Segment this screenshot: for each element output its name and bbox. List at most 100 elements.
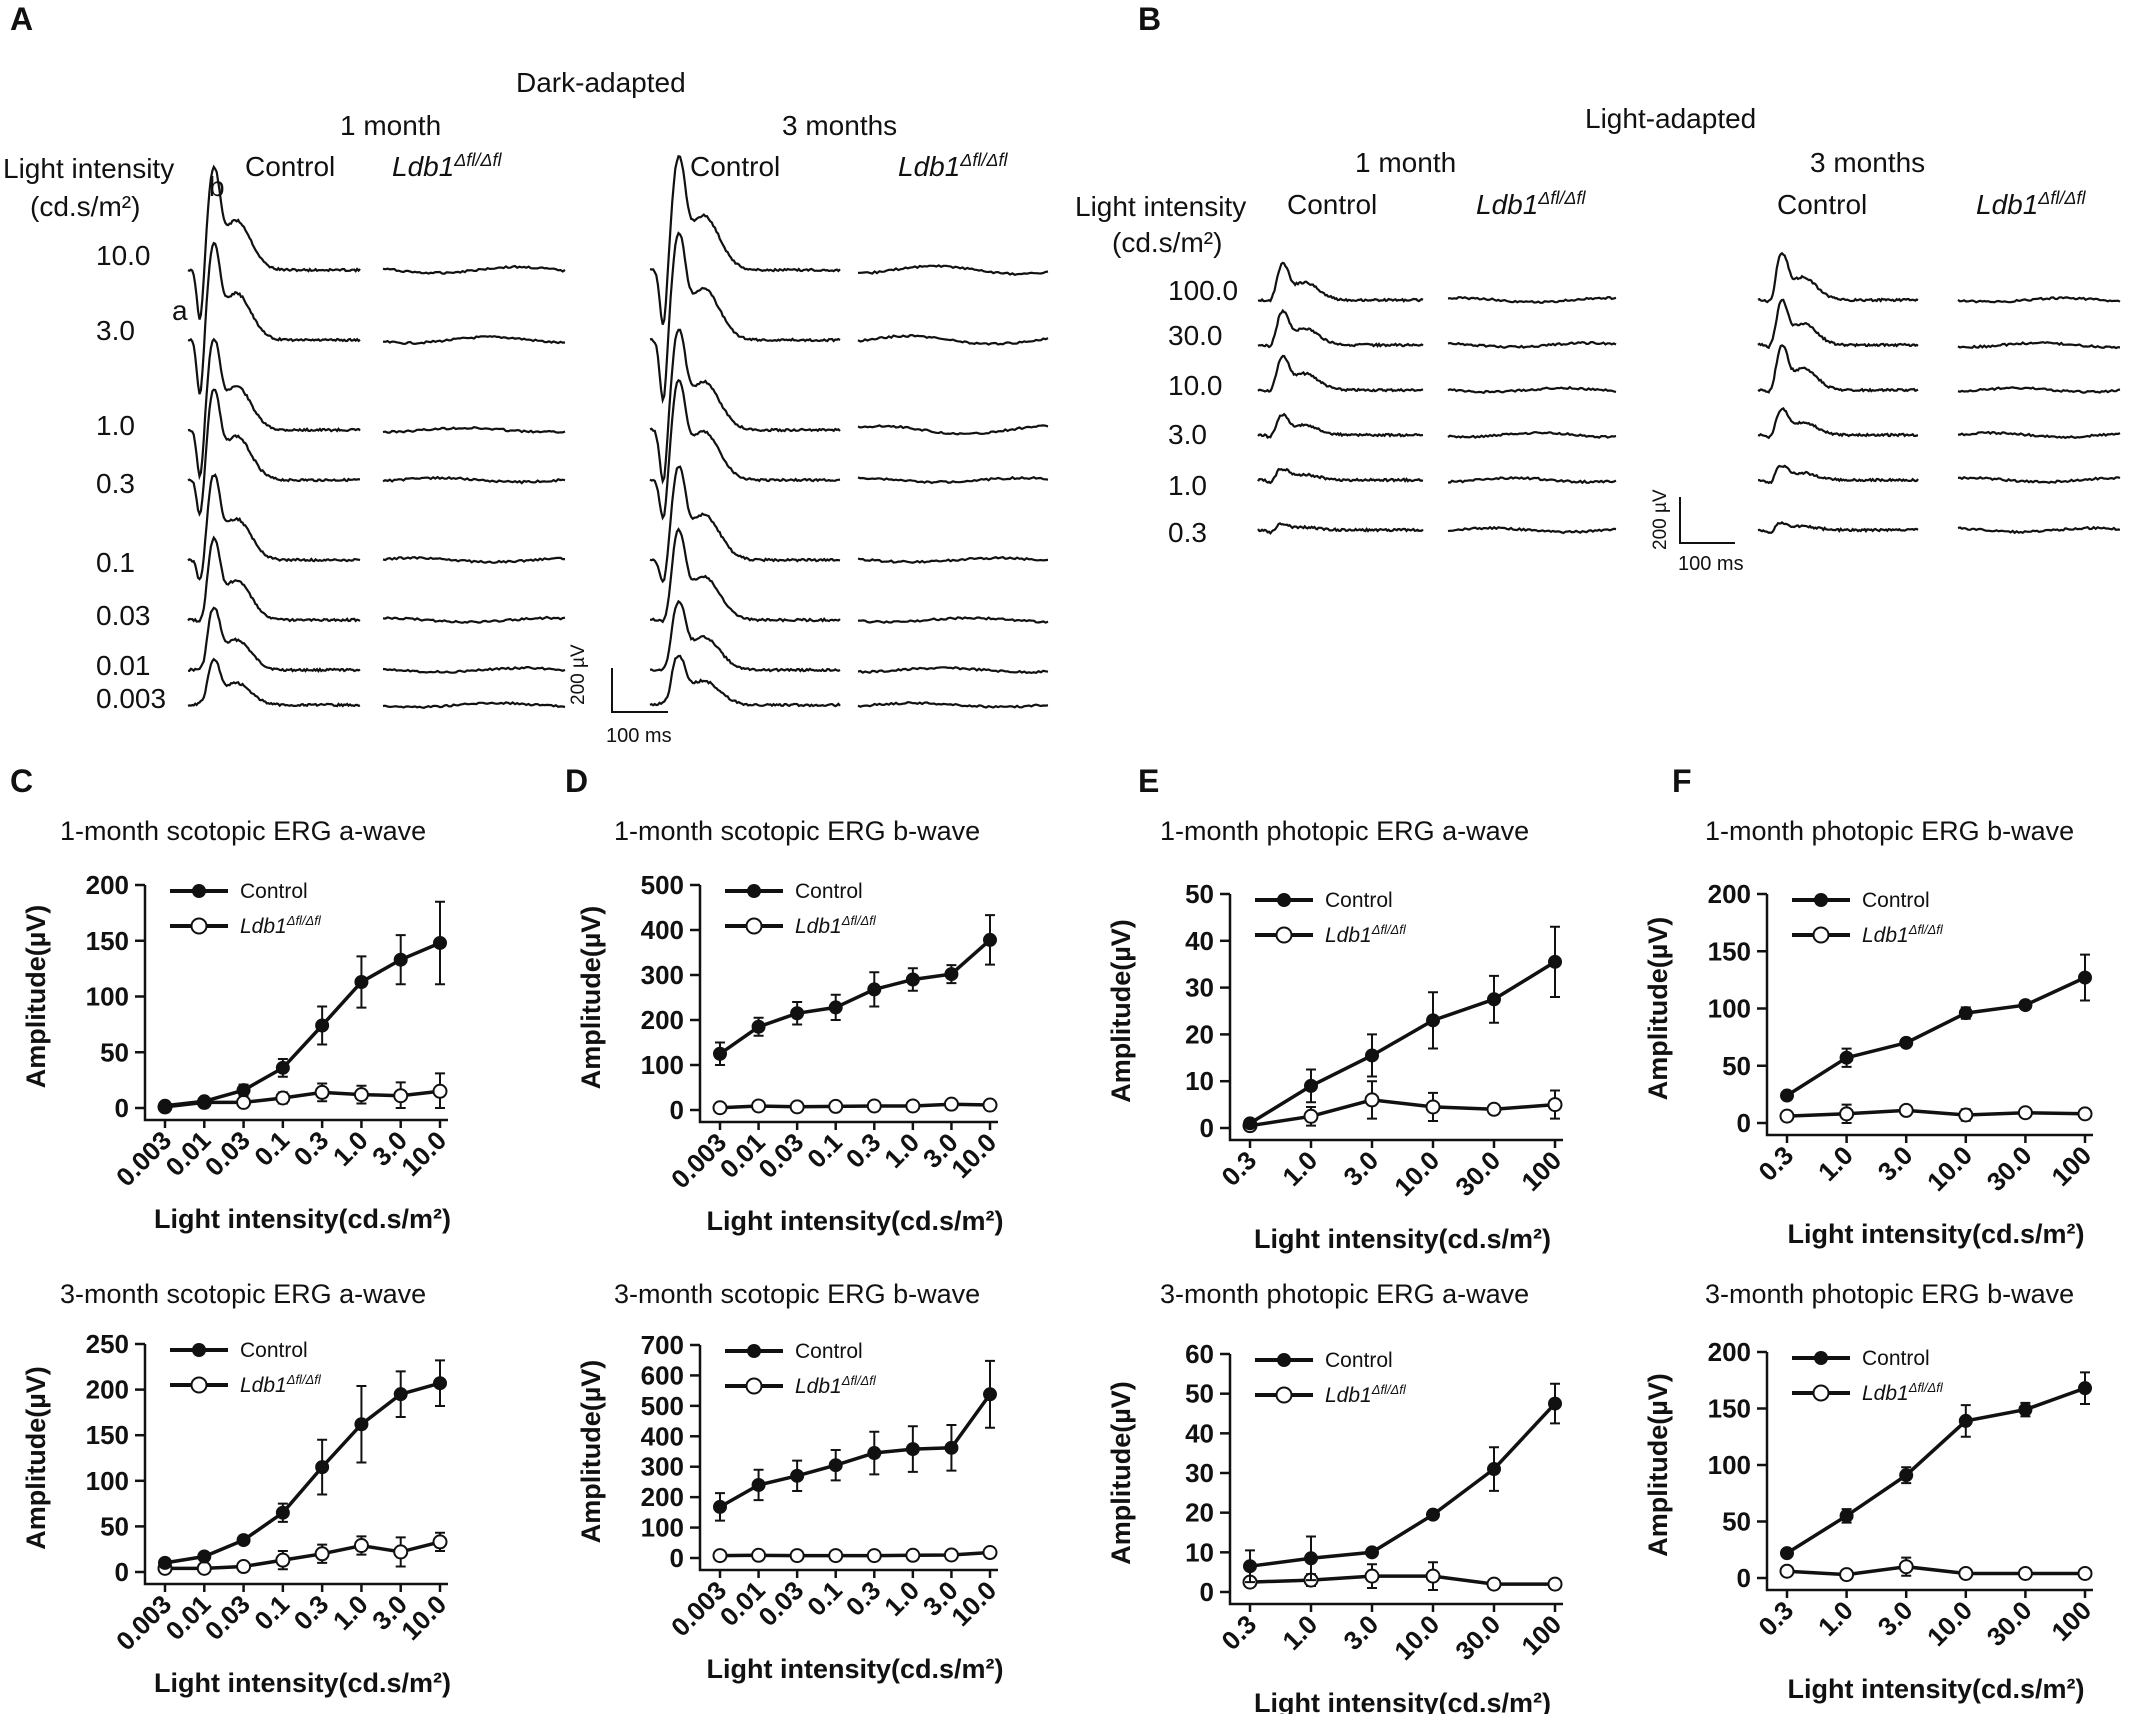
x-tick-label: 10.0	[1921, 1595, 1978, 1652]
legend-marker-control	[192, 884, 206, 898]
y-tick-label: 30	[1185, 1458, 1214, 1488]
data-point-control	[751, 1477, 766, 1492]
panel-a-intensity-label: Light intensity	[3, 153, 174, 184]
panel-b-intensity-5: 0.3	[1168, 517, 1207, 548]
data-point-mutant	[432, 1083, 448, 1099]
panel-b-traces	[1257, 251, 2121, 536]
data-point-mutant	[2017, 1105, 2033, 1121]
legend-marker-mutant	[1275, 1386, 1293, 1404]
trace-b-3m-control-5	[1757, 520, 1919, 534]
data-point-mutant	[2077, 1106, 2093, 1122]
legend-label-control: Control	[1862, 1347, 1930, 1370]
trace-a-3m-control-5	[649, 527, 841, 624]
series-line-control	[1249, 960, 1556, 1125]
trace-b-1m-control-2	[1257, 354, 1424, 393]
chart-legend: Control Ldb1Δfl/Δfl	[1255, 1349, 1407, 1407]
x-tick-label: 1.0	[1812, 1140, 1859, 1187]
legend-label-control: Control	[795, 880, 863, 903]
trace-a-1m-mutant-3	[382, 475, 566, 485]
panel-a-scale-voltage: 200 µV	[568, 644, 589, 705]
panel-a-intensity-7: 0.003	[96, 683, 166, 714]
data-point-control	[905, 972, 920, 987]
series-line-control	[1786, 976, 2086, 1097]
y-tick-label: 150	[1708, 936, 1751, 966]
x-tick-label: 1.0	[327, 1125, 374, 1172]
trace-b-3m-mutant-3	[1958, 430, 2121, 440]
x-tick-label: 0.03	[752, 1575, 809, 1632]
trace-a-3m-mutant-6	[857, 666, 1049, 675]
panel-a-intensity-5: 0.03	[96, 600, 151, 631]
y-tick-label: 40	[1185, 926, 1214, 956]
panel-label-c: C	[10, 763, 33, 799]
trace-a-1m-mutant-5	[382, 615, 566, 624]
y-tick-label: 400	[641, 1421, 684, 1451]
panel-a-timepoint-1: 1 month	[340, 110, 441, 141]
chart-E1: 1-month photopic ERG a-wave 0 10 20 30 40 50 0.…	[1106, 816, 1567, 1254]
data-point-control	[354, 1417, 369, 1432]
chart-axes	[698, 1345, 998, 1572]
series-line-control	[1249, 1402, 1557, 1568]
trace-a-1m-mutant-6	[383, 666, 566, 674]
panel-b-scale-time: 100 ms	[1678, 553, 1744, 575]
data-point-control	[158, 1098, 172, 1113]
trace-a-3m-control-6	[649, 599, 841, 673]
panel-b-control-label-1m: Control	[1287, 189, 1377, 220]
data-point-mutant	[789, 1548, 805, 1564]
data-point-control	[275, 1505, 290, 1520]
chart-axes	[143, 885, 448, 1122]
y-axis-label: Amplitude(µV)	[576, 906, 606, 1090]
data-point-mutant	[866, 1098, 882, 1114]
y-tick-label: 600	[641, 1360, 684, 1390]
legend-marker-mutant	[745, 917, 763, 935]
y-tick-label: 150	[86, 1420, 129, 1450]
y-tick-label: 0	[670, 1543, 684, 1573]
trace-b-1m-mutant-4	[1448, 476, 1617, 485]
data-point-control	[393, 952, 408, 967]
data-point-mutant	[905, 1547, 921, 1563]
data-point-mutant	[712, 1100, 728, 1116]
trace-b-3m-mutant-4	[1957, 475, 2121, 484]
x-tick-label: 3.0	[1872, 1140, 1919, 1187]
trace-a-1m-mutant-0	[382, 264, 566, 275]
data-point-control	[1780, 1546, 1794, 1561]
panel-a-scale-time: 100 ms	[606, 725, 672, 747]
data-point-mutant	[1364, 1568, 1380, 1584]
legend-marker-mutant	[1812, 926, 1830, 944]
trace-b-1m-mutant-5	[1447, 525, 1617, 535]
trace-b-3m-mutant-5	[1957, 525, 2121, 535]
chart-title: 1-month photopic ERG b-wave	[1705, 816, 2074, 846]
data-point-control	[2078, 1381, 2092, 1396]
y-tick-label: 50	[1722, 1507, 1751, 1537]
panel-a-control-label-3m: Control	[690, 151, 780, 182]
x-tick-label: 100	[1515, 1609, 1567, 1661]
data-point-mutant	[1425, 1568, 1441, 1584]
data-point-mutant	[1958, 1107, 1974, 1123]
trace-a-3m-control-2	[649, 328, 841, 485]
data-point-control	[905, 1442, 920, 1457]
data-point-mutant	[751, 1547, 767, 1563]
y-tick-label: 50	[100, 1037, 129, 1067]
trace-a-1m-control-1	[187, 241, 361, 395]
y-tick-label: 50	[1185, 1379, 1214, 1409]
data-point-control	[1958, 1006, 1973, 1021]
panel-a-intensity-6: 0.01	[96, 650, 151, 681]
trace-a-3m-control-7	[649, 654, 841, 708]
data-point-mutant	[2017, 1565, 2033, 1581]
panel-a-traces	[187, 154, 1049, 709]
x-tick-label: 0.3	[1752, 1595, 1799, 1642]
data-point-control	[2078, 970, 2092, 985]
x-axis-label: Light intensity(cd.s/m²)	[707, 1654, 1004, 1684]
trace-b-3m-control-4	[1757, 464, 1919, 485]
panel-b-condition: Light-adapted	[1585, 103, 1756, 134]
data-point-control	[1548, 1396, 1562, 1411]
data-point-mutant	[1779, 1563, 1795, 1579]
chart-axes	[1228, 894, 1563, 1142]
panel-b-intensity-label: Light intensity	[1075, 191, 1246, 222]
trace-b-1m-control-3	[1257, 412, 1424, 439]
trace-b-3m-control-3	[1757, 406, 1919, 440]
y-tick-label: 100	[86, 982, 129, 1012]
x-axis-label: Light intensity(cd.s/m²)	[1788, 1674, 2085, 1704]
x-tick-label: 1.0	[327, 1589, 374, 1636]
series-line-mutant	[1786, 1564, 2085, 1577]
chart-title: 3-month photopic ERG b-wave	[1705, 1279, 2074, 1309]
